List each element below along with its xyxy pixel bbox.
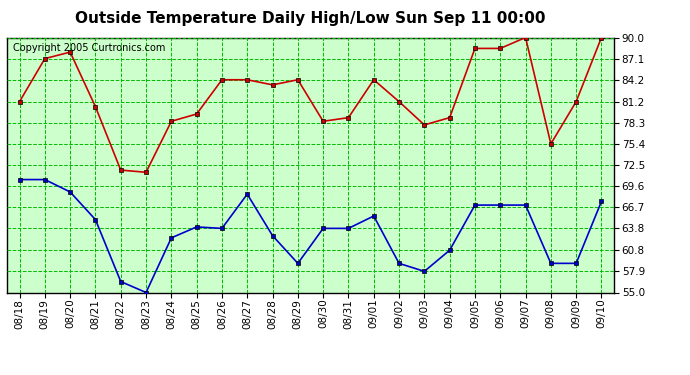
Text: Copyright 2005 Curtronics.com: Copyright 2005 Curtronics.com [13, 43, 166, 52]
Text: Outside Temperature Daily High/Low Sun Sep 11 00:00: Outside Temperature Daily High/Low Sun S… [75, 11, 546, 26]
